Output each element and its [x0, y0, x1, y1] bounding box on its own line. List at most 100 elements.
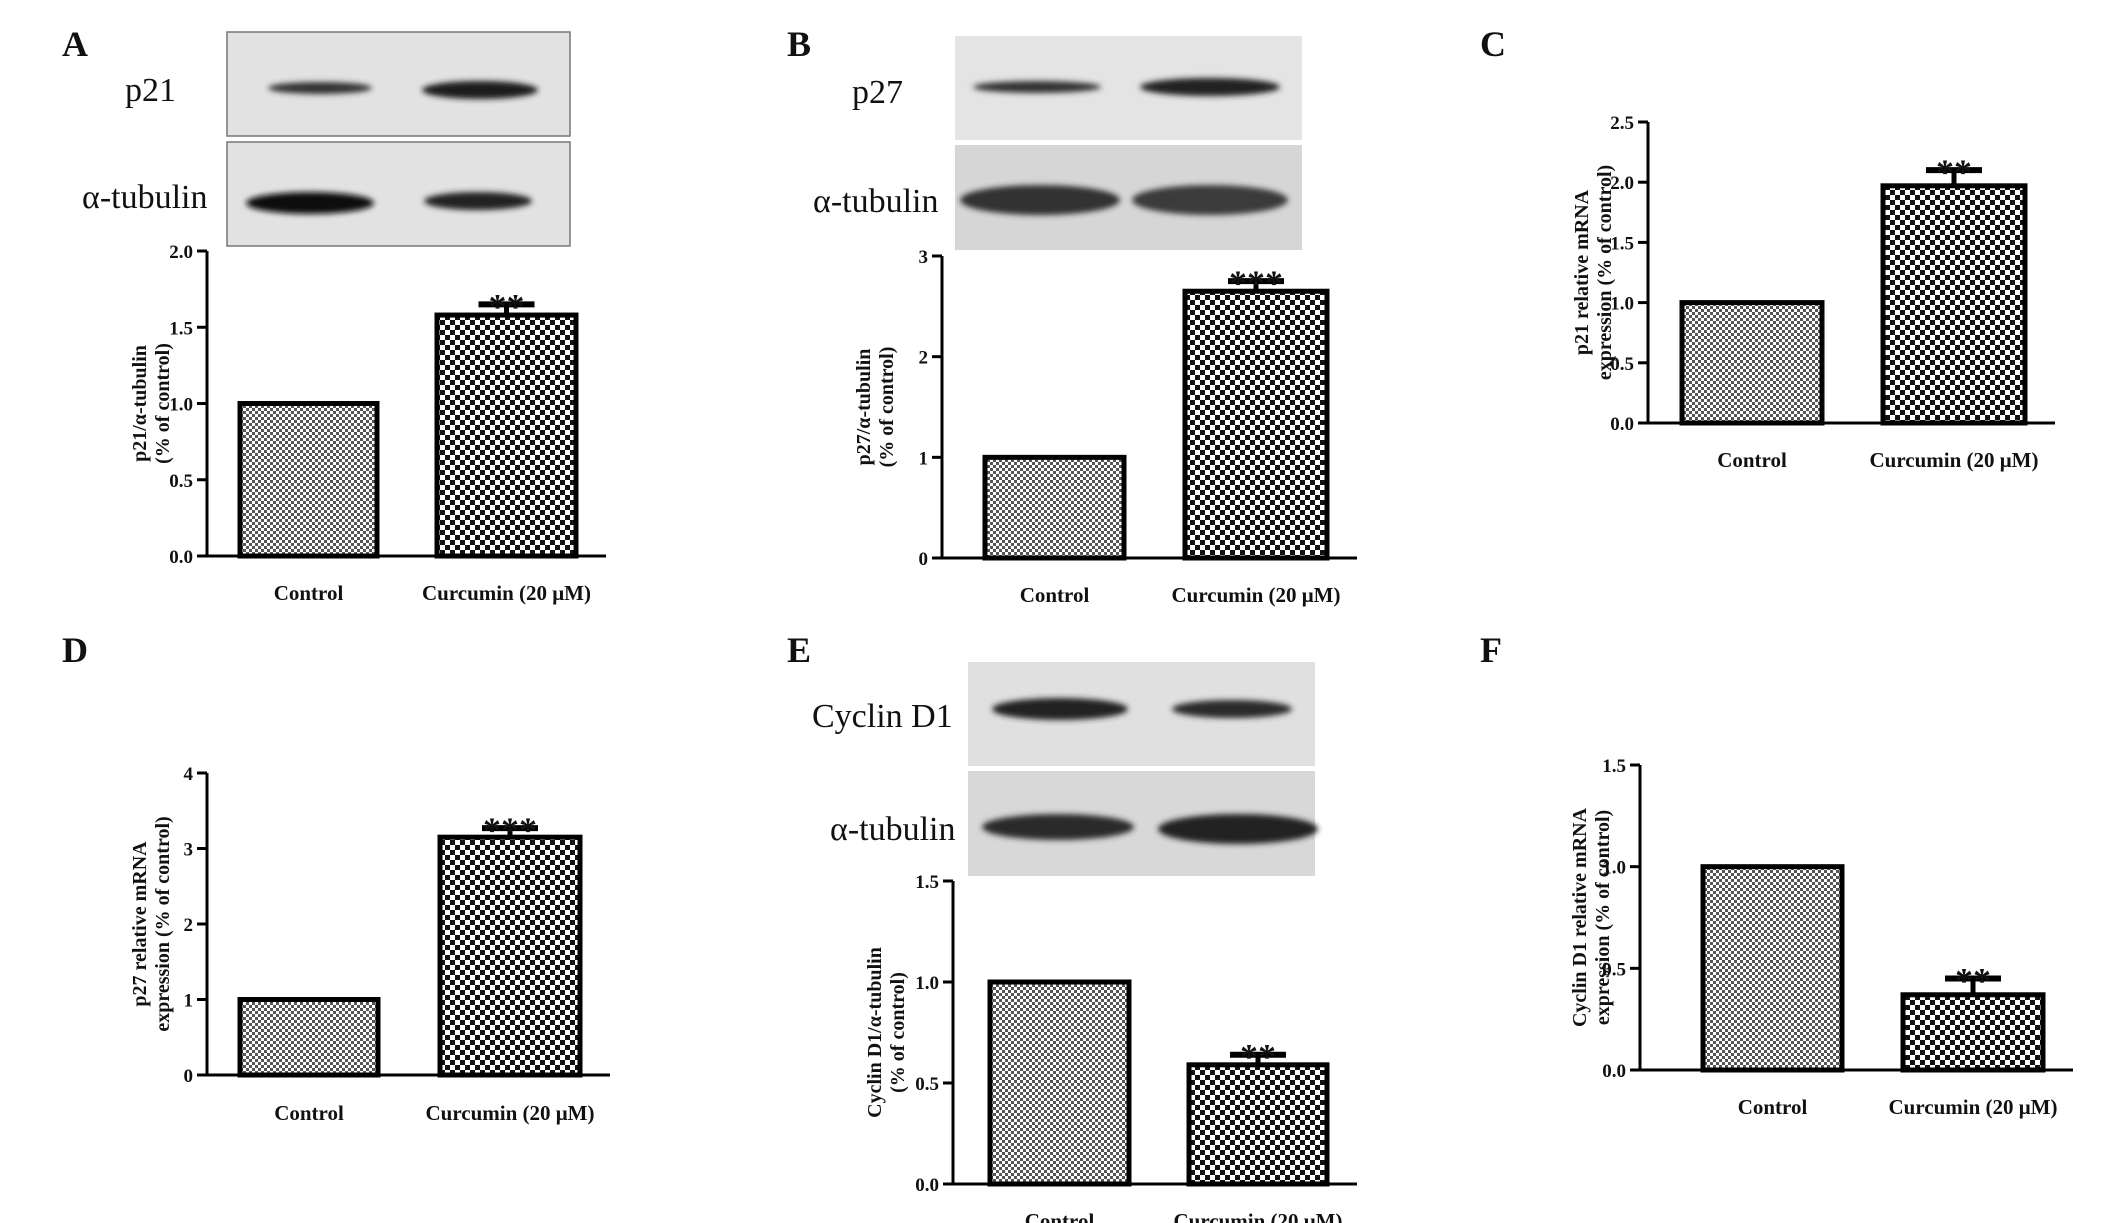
panel-letter-a: A: [62, 24, 88, 64]
band: [1172, 700, 1292, 718]
y-tick-label: 0: [184, 1066, 194, 1087]
band: [973, 81, 1101, 93]
y-tick-label: 4: [184, 764, 194, 785]
y-tick-label: 2: [184, 915, 194, 936]
bar-control: [1700, 864, 1845, 1073]
y-tick-label: 3: [919, 247, 929, 268]
y-axis-label-line: Cyclin D1/α-tubulin: [864, 947, 886, 1118]
significance-label: **: [1240, 1037, 1276, 1077]
significance-label: **: [1955, 961, 1991, 1001]
y-axis-label: Cyclin D1/α-tubulin(% of control): [864, 947, 909, 1118]
bar-control: [987, 979, 1132, 1187]
y-axis-label: p27/α-tubulin(% of control): [853, 347, 898, 468]
band: [1158, 814, 1318, 844]
y-tick-label: 1.5: [169, 318, 193, 339]
chart-b: Control *** Curcumin (20 μM) 0 1 2 3 p27/α-tubu…: [853, 247, 1357, 607]
bar-control: [1679, 300, 1825, 426]
band: [422, 81, 538, 99]
y-tick-label: 0.0: [169, 547, 193, 568]
band: [1140, 78, 1280, 96]
y-tick-label: 0.5: [1610, 354, 1634, 375]
y-axis-label-line: p21 relative mRNA: [1571, 189, 1593, 355]
category-label: Control: [274, 581, 344, 605]
y-tick-label: 1.0: [1602, 858, 1626, 879]
y-tick-label: 1.5: [1610, 233, 1634, 254]
y-tick-label: 2.5: [1610, 113, 1634, 134]
y-tick-label: 0.5: [1602, 959, 1626, 980]
y-tick-label: 1: [919, 448, 929, 469]
panel-letter-d: D: [62, 630, 88, 670]
bar-curcumin: [1900, 992, 2046, 1073]
category-label: Control: [1738, 1095, 1808, 1119]
chart-a: Control ** Curcumin (20 μM) 0.0 0.5 1.0 1.5 2.0…: [129, 242, 606, 605]
y-tick-label: 2.0: [169, 242, 193, 263]
blot-e-label-loading: α-tubulin: [830, 811, 955, 848]
y-tick-label: 2: [919, 348, 929, 369]
blot-a: p21 α-tubulin: [82, 31, 571, 247]
chart-d: Control *** Curcumin (20 μM) 0 1 2 3 4 p27 relat…: [129, 764, 610, 1125]
blot-a-label-protein: p21: [125, 72, 176, 109]
significance-label: ***: [483, 810, 537, 850]
y-axis-label-line: Cyclin D1 relative mRNA: [1569, 807, 1591, 1027]
bar-curcumin: [437, 834, 583, 1078]
band: [246, 192, 374, 214]
band: [424, 192, 532, 210]
blot-a-label-loading: α-tubulin: [82, 179, 207, 216]
blot-e: Cyclin D1 α-tubulin: [812, 662, 1318, 876]
bar-curcumin: [1880, 183, 2028, 426]
y-tick-label: 1.0: [915, 973, 939, 994]
y-tick-label: 0: [919, 549, 929, 570]
category-label: Curcumin (20 μM): [1869, 448, 2038, 472]
category-label: Curcumin (20 μM): [422, 581, 591, 605]
bar-control: [982, 454, 1127, 561]
bar-curcumin: [1182, 288, 1330, 561]
blot-e-label-protein: Cyclin D1: [812, 698, 953, 735]
blot-b: p27 α-tubulin: [813, 36, 1302, 250]
panel-letter-f: F: [1480, 630, 1502, 670]
significance-label: ***: [1229, 263, 1283, 303]
y-tick-label: 0.0: [1610, 414, 1634, 435]
y-axis-label: Cyclin D1 relative mRNAexpression (% of …: [1569, 807, 1614, 1027]
y-axis-label-line: p27 relative mRNA: [129, 841, 151, 1007]
y-axis-label: p21/α-tubulin(% of control): [129, 343, 174, 464]
y-axis-label-line: p27/α-tubulin: [853, 349, 875, 466]
category-label: Curcumin (20 μM): [1888, 1095, 2057, 1119]
y-tick-label: 1.0: [1610, 294, 1634, 315]
category-label: Control: [1020, 583, 1090, 607]
category-label: Control: [274, 1101, 344, 1125]
y-tick-label: 0.0: [915, 1175, 939, 1196]
y-tick-label: 1.0: [169, 395, 193, 416]
y-tick-label: 0.5: [915, 1074, 939, 1095]
y-axis-label-line: expression (% of control): [1592, 810, 1614, 1025]
y-axis-label-line: expression (% of control): [1594, 165, 1616, 380]
y-axis-label-line: (% of control): [152, 343, 174, 464]
y-tick-label: 1: [184, 991, 194, 1012]
category-label: Curcumin (20 μM): [425, 1101, 594, 1125]
bar-curcumin: [434, 312, 579, 559]
y-tick-label: 0.5: [169, 471, 193, 492]
y-tick-label: 1.5: [1602, 756, 1626, 777]
y-tick-label: 2.0: [1610, 173, 1634, 194]
category-label: Control: [1025, 1209, 1095, 1223]
y-axis-label: p21 relative mRNAexpression (% of contro…: [1571, 165, 1616, 380]
category-label: Control: [1717, 448, 1787, 472]
chart-c: Control ** Curcumin (20 μM) 0.0 0.5 1.0 1.5 2.0…: [1571, 113, 2055, 472]
blot-b-label-loading: α-tubulin: [813, 183, 938, 220]
y-tick-label: 1.5: [915, 872, 939, 893]
panel-letter-e: E: [787, 630, 811, 670]
y-axis-label-line: (% of control): [876, 347, 898, 468]
bar-curcumin: [1186, 1062, 1330, 1187]
chart-f: Control ** Curcumin (20 μM) 0.0 0.5 1.0 1.5 Cyc…: [1569, 756, 2073, 1119]
bar-control: [237, 401, 380, 559]
significance-label: **: [489, 286, 525, 326]
y-tick-label: 3: [184, 840, 194, 861]
y-axis-label: p27 relative mRNAexpression (% of contro…: [129, 816, 174, 1031]
significance-label: **: [1936, 152, 1972, 192]
category-label: Curcumin (20 μM): [1173, 1209, 1342, 1223]
band: [992, 698, 1128, 720]
chart-e: Control ** Curcumin (20 μM) 0.0 0.5 1.0 1.5 Cyc…: [864, 872, 1357, 1223]
band: [1132, 185, 1288, 215]
y-tick-label: 0.0: [1602, 1061, 1626, 1082]
y-axis-label-line: (% of control): [887, 972, 909, 1093]
